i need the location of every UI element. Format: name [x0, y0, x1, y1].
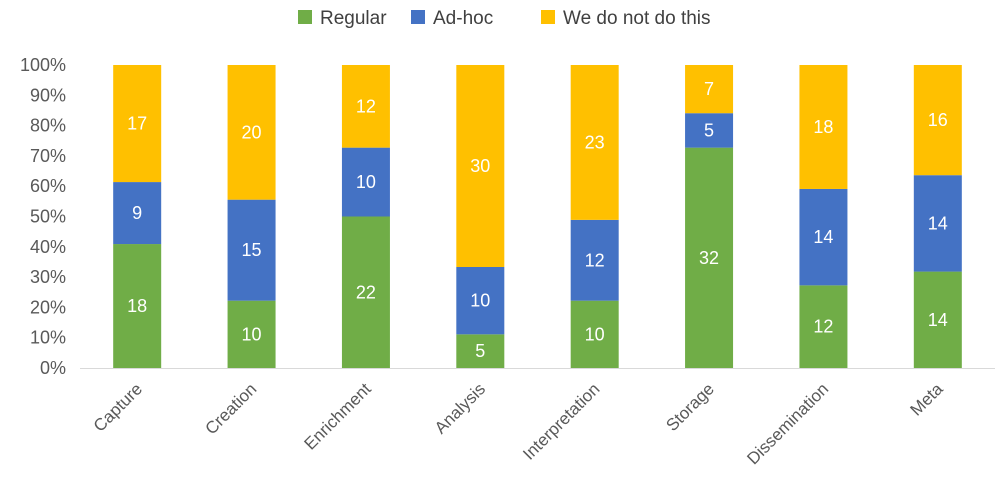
- data-label: 14: [928, 310, 948, 330]
- data-label: 7: [704, 79, 714, 99]
- y-tick-label: 0%: [40, 358, 66, 378]
- chart-legend: Regular Ad-hoc We do not do this: [298, 8, 711, 29]
- data-label: 10: [585, 324, 605, 344]
- bar-segment: [685, 65, 734, 114]
- bar-segment: [456, 267, 505, 335]
- bar-segment: [685, 147, 734, 368]
- bar-segment: [227, 300, 276, 368]
- data-label: 14: [928, 213, 948, 233]
- bar-segment: [113, 182, 162, 245]
- legend-item: Regular: [298, 8, 387, 29]
- bar-segment: [456, 65, 505, 267]
- bar-segment: [913, 175, 962, 272]
- x-tick-label: Enrichment: [301, 379, 375, 453]
- legend-item: We do not do this: [541, 8, 711, 29]
- x-tick-label: Creation: [202, 379, 261, 438]
- data-label: 5: [475, 341, 485, 361]
- x-tick-label: Interpretation: [519, 379, 603, 463]
- bar-segment: [456, 334, 505, 368]
- data-label: 30: [470, 156, 490, 176]
- legend-swatch: [411, 10, 425, 24]
- data-label: 16: [928, 110, 948, 130]
- x-axis: Capture Creation Enrichment Analysis Interpr…: [80, 368, 995, 468]
- y-tick-label: 70%: [30, 146, 66, 166]
- bar-segment: [913, 271, 962, 368]
- y-tick-label: 90%: [30, 85, 66, 105]
- bar-segment: [227, 199, 276, 301]
- y-tick-label: 40%: [30, 237, 66, 257]
- bar-segment: [685, 113, 734, 148]
- legend-label: Ad-hoc: [433, 8, 493, 29]
- x-tick-label: Meta: [906, 379, 947, 420]
- data-label: 23: [585, 132, 605, 152]
- y-tick-label: 80%: [30, 116, 66, 136]
- legend-label: Regular: [320, 8, 387, 29]
- legend-swatch: [298, 10, 312, 24]
- bars-group: 18 9 17 10 15 20 22 10 12 5 10 30 10 12 23 32 5 7 12 14 18 14…: [113, 65, 962, 368]
- data-label: 12: [356, 96, 376, 116]
- bar-segment: [113, 244, 162, 368]
- x-tick-label: Analysis: [431, 379, 489, 437]
- data-label: 17: [127, 114, 147, 134]
- legend-swatch: [541, 10, 555, 24]
- legend-label: We do not do this: [563, 8, 711, 29]
- data-label: 5: [704, 120, 714, 140]
- bar-segment: [570, 65, 619, 220]
- legend-item: Ad-hoc: [411, 8, 493, 29]
- y-tick-label: 30%: [30, 267, 66, 287]
- data-label: 12: [813, 317, 833, 337]
- y-tick-label: 20%: [30, 297, 66, 317]
- data-label: 15: [242, 240, 262, 260]
- bar-segment: [227, 65, 276, 200]
- y-axis: 0% 10% 20% 30% 40% 50% 60% 70% 80% 90% 100%: [20, 55, 66, 378]
- bar-segment: [341, 216, 390, 368]
- data-label: 10: [242, 324, 262, 344]
- data-label: 22: [356, 282, 376, 302]
- bar-segment: [799, 188, 848, 286]
- y-tick-label: 10%: [30, 328, 66, 348]
- y-tick-label: 60%: [30, 176, 66, 196]
- x-tick-label: Dissemination: [743, 379, 832, 468]
- data-label: 10: [470, 291, 490, 311]
- bar-segment: [799, 65, 848, 189]
- y-tick-label: 50%: [30, 207, 66, 227]
- bar-segment: [570, 219, 619, 301]
- bar-segment: [570, 300, 619, 368]
- x-tick-label: Storage: [662, 379, 718, 435]
- data-label: 32: [699, 248, 719, 268]
- data-label: 9: [132, 203, 142, 223]
- x-tick-label: Capture: [90, 379, 146, 435]
- bar-segment: [341, 147, 390, 217]
- data-label: 18: [127, 296, 147, 316]
- bar-segment: [113, 65, 162, 183]
- data-label: 12: [585, 250, 605, 270]
- bar-segment: [913, 65, 962, 176]
- bar-segment: [799, 285, 848, 368]
- data-label: 20: [242, 122, 262, 142]
- data-label: 18: [813, 117, 833, 137]
- data-label: 10: [356, 172, 376, 192]
- bar-segment: [341, 65, 390, 148]
- y-tick-label: 100%: [20, 55, 66, 75]
- data-label: 14: [813, 227, 833, 247]
